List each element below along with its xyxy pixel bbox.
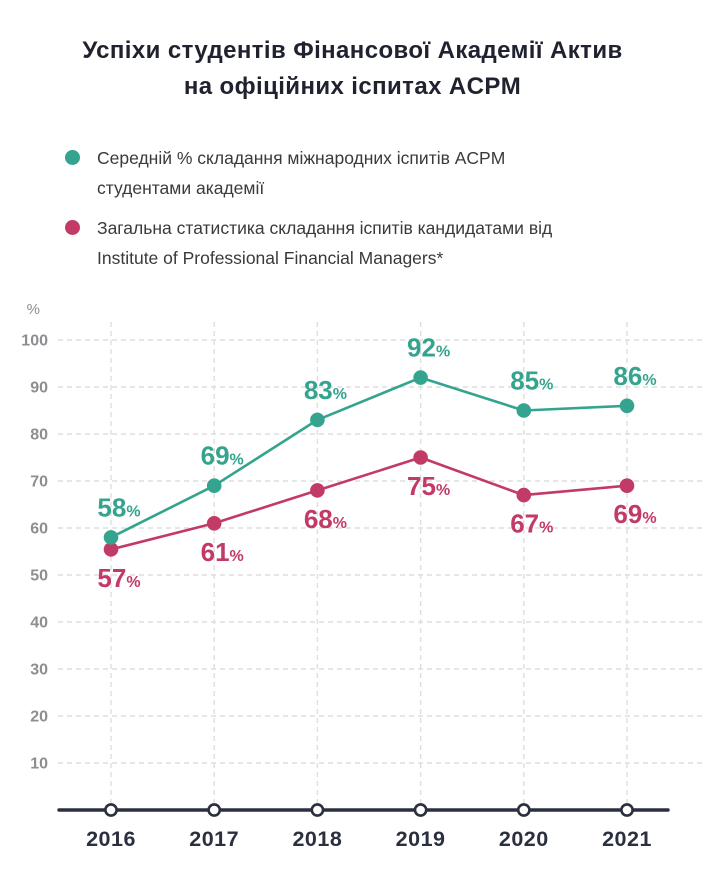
- data-label-ipfm-candidates: 75%: [407, 471, 450, 501]
- x-axis-marker-icon: [620, 803, 634, 817]
- data-point-academy-students: [206, 478, 222, 494]
- page-header: Успіхи студентів Фінансової Академії Акт…: [0, 33, 705, 105]
- data-point-ipfm-candidates: [103, 542, 119, 557]
- series-line-ipfm-candidates: [109, 456, 629, 551]
- y-tick-label: 70: [30, 474, 48, 491]
- data-label-ipfm-candidates: 69%: [613, 499, 656, 529]
- legend-label-academy-students: Середній % складання міжнародних іспитів…: [97, 143, 505, 203]
- legend-label-ipfm-candidates: Загальна статистика складання іспитів ка…: [97, 213, 552, 273]
- data-label-ipfm-candidates: 67%: [510, 509, 553, 539]
- legend-label-line: Institute of Professional Financial Mana…: [97, 248, 444, 268]
- x-tick-label: 2019: [396, 827, 446, 851]
- legend-label-line: студентами академії: [97, 178, 265, 198]
- page-title-line-2: на офіційних іспитах ACPM: [183, 73, 522, 100]
- y-tick-label: 20: [30, 709, 48, 726]
- data-label-academy-students: 83%: [304, 375, 347, 405]
- chart-legend: Середній % складання міжнародних іспитів…: [65, 143, 665, 273]
- data-label-ipfm-candidates: 61%: [201, 537, 244, 567]
- legend-label-line: Середній % складання міжнародних іспитів…: [97, 148, 506, 168]
- data-label-academy-students: 69%: [201, 441, 244, 471]
- y-tick-label: 100: [21, 333, 48, 350]
- x-tick-label: 2016: [86, 827, 136, 851]
- x-tick-label: 2021: [602, 827, 652, 851]
- data-label-academy-students: 58%: [97, 492, 140, 522]
- data-label-ipfm-candidates: 68%: [304, 504, 347, 534]
- page-title-line-1: Успіхи студентів Фінансової Академії Акт…: [82, 37, 623, 64]
- y-tick-label: 90: [30, 380, 48, 397]
- x-tick-label: 2018: [292, 827, 342, 851]
- data-point-academy-students: [619, 398, 635, 414]
- x-axis-marker-icon: [104, 803, 118, 817]
- data-label-academy-students: 85%: [510, 366, 553, 396]
- x-tick-label: 2020: [499, 827, 549, 851]
- x-tick-label: 2017: [189, 827, 239, 851]
- legend-item-ipfm-candidates: Загальна статистика складання іспитів ка…: [65, 213, 665, 273]
- data-point-ipfm-candidates: [206, 516, 222, 531]
- data-point-ipfm-candidates: [619, 478, 635, 494]
- x-axis-marker-icon: [516, 803, 531, 817]
- x-axis-marker-icon: [207, 803, 222, 817]
- legend-dot-icon: [65, 150, 80, 165]
- y-tick-label: 80: [30, 427, 48, 444]
- legend-item-academy-students: Середній % складання міжнародних іспитів…: [65, 143, 665, 203]
- y-tick-label: 40: [30, 615, 48, 632]
- data-point-ipfm-candidates: [310, 483, 325, 498]
- page-title: Успіхи студентів Фінансової Академії Акт…: [0, 33, 705, 105]
- data-point-academy-students: [516, 403, 532, 418]
- data-point-ipfm-candidates: [516, 487, 532, 503]
- y-tick-label: 60: [30, 521, 48, 538]
- data-label-ipfm-candidates: 57%: [97, 563, 140, 593]
- y-tick-label: 10: [30, 756, 48, 773]
- legend-dot-icon: [65, 220, 80, 235]
- data-label-academy-students: 92%: [407, 333, 450, 363]
- data-point-academy-students: [310, 412, 325, 428]
- data-point-academy-students: [103, 530, 119, 545]
- data-point-ipfm-candidates: [413, 450, 428, 465]
- y-axis-unit-label: %: [27, 301, 40, 318]
- y-tick-label: 50: [30, 568, 48, 585]
- x-axis-marker-icon: [310, 803, 325, 817]
- series-line-academy-students: [109, 376, 629, 539]
- data-point-academy-students: [413, 370, 428, 385]
- x-axis-marker-icon: [413, 803, 428, 817]
- legend-label-line: Загальна статистика складання іспитів ка…: [97, 218, 553, 238]
- data-label-academy-students: 86%: [613, 361, 656, 391]
- y-tick-label: 30: [30, 662, 48, 679]
